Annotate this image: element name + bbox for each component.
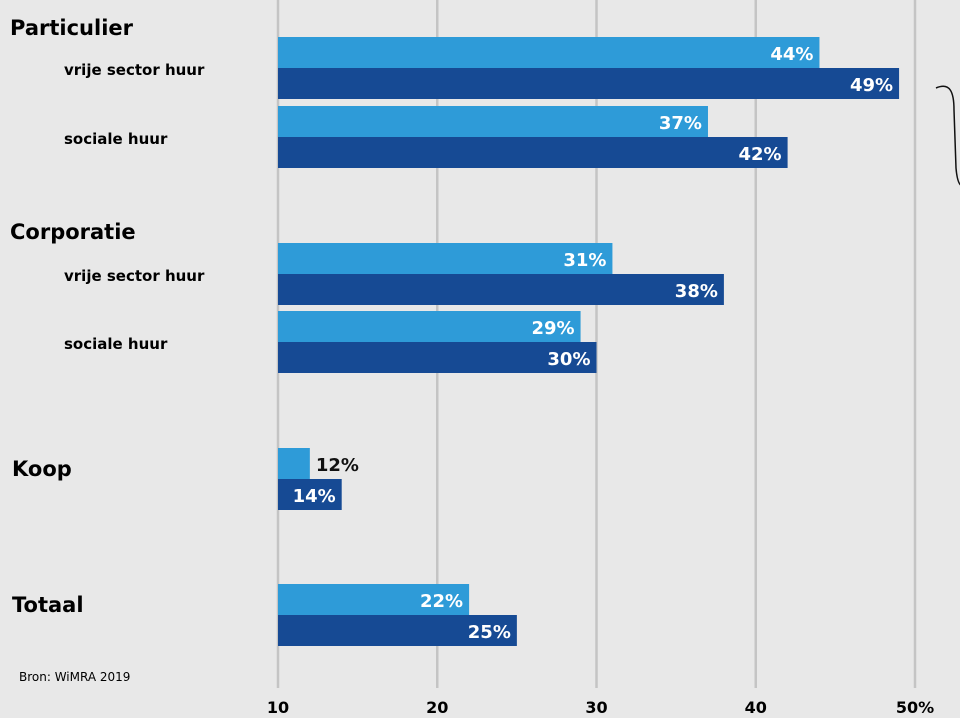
category-label: sociale huur [64, 335, 168, 353]
category-label: vrije sector huur [64, 267, 205, 285]
source-note: Bron: WiMRA 2019 [19, 670, 130, 684]
data-label: 49% [850, 75, 893, 96]
bar [278, 448, 310, 479]
bar [278, 479, 342, 510]
data-label: 29% [531, 318, 574, 339]
x-tick-label: 50% [896, 698, 934, 717]
category-label: sociale huur [64, 130, 168, 148]
data-label: 30% [547, 349, 590, 370]
data-label: 12% [316, 455, 359, 476]
data-label: 14% [293, 486, 336, 507]
x-tick-label: 10 [267, 698, 289, 717]
bar [278, 615, 517, 646]
data-label: 31% [563, 250, 606, 271]
data-label: 42% [739, 144, 782, 165]
data-label: 38% [675, 281, 718, 302]
bar [278, 137, 788, 168]
bar [278, 106, 708, 137]
group-label: Totaal [12, 593, 84, 617]
data-label: 22% [420, 591, 463, 612]
bar [278, 311, 581, 342]
bracket-decoration [935, 85, 960, 186]
group-label: Particulier [10, 16, 134, 40]
bar [278, 342, 597, 373]
bar [278, 274, 724, 305]
data-label: 37% [659, 113, 702, 134]
group-label: Corporatie [10, 220, 136, 244]
x-tick-label: 40 [745, 698, 767, 717]
x-tick-label: 30 [585, 698, 607, 717]
x-tick-label: 20 [426, 698, 448, 717]
bar [278, 37, 820, 68]
bar [278, 584, 470, 615]
category-label: vrije sector huur [64, 61, 205, 79]
data-label: 44% [770, 44, 813, 65]
data-label: 25% [468, 622, 511, 643]
bar [278, 243, 613, 274]
bar [278, 68, 900, 99]
group-label: Koop [12, 457, 72, 481]
